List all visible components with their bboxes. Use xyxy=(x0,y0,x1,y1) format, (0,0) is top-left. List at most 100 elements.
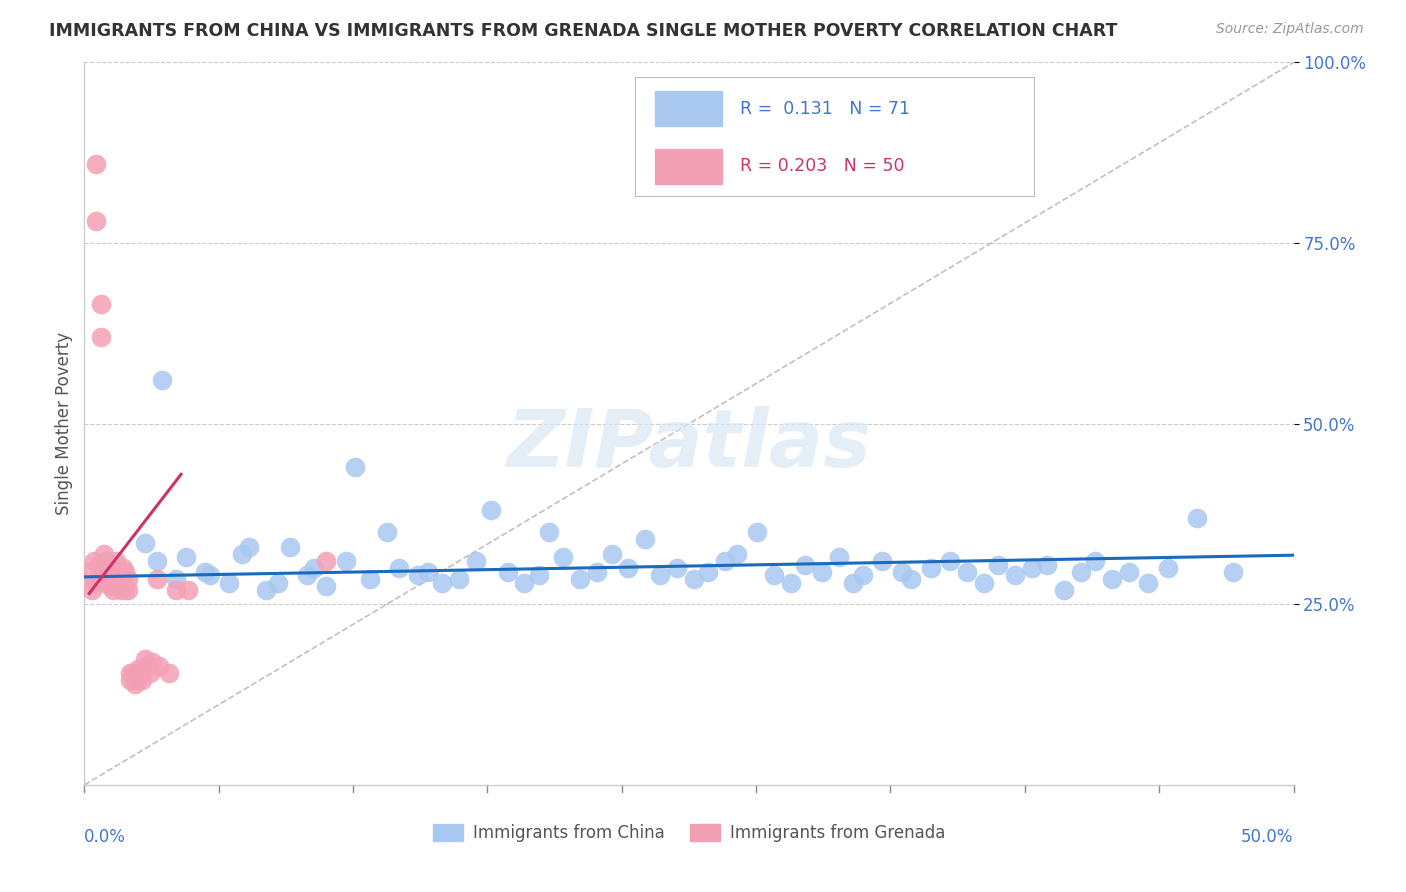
Point xyxy=(117,582,139,597)
Legend: Immigrants from China, Immigrants from Grenada: Immigrants from China, Immigrants from G… xyxy=(426,817,952,849)
Point xyxy=(87,558,110,572)
Point xyxy=(103,582,125,597)
Point xyxy=(432,575,454,590)
Bar xyxy=(655,149,721,184)
Point xyxy=(1185,510,1208,524)
Point xyxy=(103,572,125,586)
Point xyxy=(406,568,429,582)
Point xyxy=(714,554,737,568)
Point xyxy=(120,673,142,688)
Point xyxy=(83,575,105,590)
Point xyxy=(939,554,962,568)
Point xyxy=(745,524,768,539)
Point xyxy=(157,665,180,680)
Point xyxy=(194,565,217,579)
Point xyxy=(94,565,117,579)
Point xyxy=(779,575,801,590)
Point xyxy=(315,554,337,568)
Y-axis label: Single Mother Poverty: Single Mother Poverty xyxy=(55,332,73,516)
Point xyxy=(93,575,115,590)
Point xyxy=(165,572,187,586)
Point xyxy=(600,547,623,561)
Point xyxy=(344,460,367,475)
Point xyxy=(725,547,748,561)
Point xyxy=(872,554,894,568)
Point xyxy=(104,575,127,590)
Point xyxy=(127,673,149,688)
Point xyxy=(852,568,875,582)
Point xyxy=(87,568,110,582)
Point xyxy=(1101,572,1123,586)
Point xyxy=(665,561,688,575)
Point xyxy=(956,565,979,579)
Point xyxy=(120,665,142,680)
Point xyxy=(513,575,536,590)
Text: 50.0%: 50.0% xyxy=(1241,829,1294,847)
Point xyxy=(94,554,117,568)
Point xyxy=(987,558,1010,572)
Point xyxy=(682,572,704,586)
Point xyxy=(537,524,560,539)
Point xyxy=(104,554,127,568)
Point xyxy=(100,568,122,582)
Point xyxy=(86,214,108,228)
Point xyxy=(634,533,657,547)
Point xyxy=(117,572,139,586)
Point xyxy=(112,575,135,590)
Point xyxy=(890,565,912,579)
Point xyxy=(100,579,122,593)
Point xyxy=(90,330,112,344)
Point xyxy=(114,582,136,597)
Text: R =  0.131   N = 71: R = 0.131 N = 71 xyxy=(740,100,910,118)
Point xyxy=(267,575,290,590)
Point xyxy=(1137,575,1160,590)
Point xyxy=(1222,565,1244,579)
Point xyxy=(648,568,671,582)
Point xyxy=(1070,565,1092,579)
Text: Source: ZipAtlas.com: Source: ZipAtlas.com xyxy=(1216,22,1364,37)
Point xyxy=(138,665,160,680)
Point xyxy=(80,582,103,597)
Point xyxy=(762,568,785,582)
Point xyxy=(553,550,575,565)
Point xyxy=(110,582,132,597)
Point xyxy=(146,554,169,568)
Text: R = 0.203   N = 50: R = 0.203 N = 50 xyxy=(740,158,904,176)
Point xyxy=(198,568,221,582)
Point xyxy=(479,503,502,517)
FancyBboxPatch shape xyxy=(634,77,1033,196)
Text: IMMIGRANTS FROM CHINA VS IMMIGRANTS FROM GRENADA SINGLE MOTHER POVERTY CORRELATI: IMMIGRANTS FROM CHINA VS IMMIGRANTS FROM… xyxy=(49,22,1118,40)
Point xyxy=(920,561,942,575)
Point xyxy=(1157,561,1180,575)
Point xyxy=(375,524,398,539)
Point xyxy=(107,565,129,579)
Point xyxy=(335,554,357,568)
Point xyxy=(1053,582,1076,597)
Point xyxy=(107,579,129,593)
Point xyxy=(124,677,146,691)
Point xyxy=(86,156,108,170)
Point xyxy=(1036,558,1059,572)
Point xyxy=(231,547,253,561)
Point xyxy=(218,575,240,590)
Point xyxy=(148,658,170,673)
Point xyxy=(146,572,169,586)
Text: ZIPatlas: ZIPatlas xyxy=(506,407,872,484)
Point xyxy=(177,582,200,597)
Point xyxy=(238,540,260,554)
Point xyxy=(112,561,135,575)
Point xyxy=(295,568,318,582)
Point xyxy=(586,565,609,579)
Point xyxy=(527,568,550,582)
Point xyxy=(129,665,152,680)
Point xyxy=(127,662,149,676)
Point xyxy=(110,572,132,586)
Point xyxy=(697,565,720,579)
Point xyxy=(131,673,153,688)
Point xyxy=(93,547,115,561)
Point xyxy=(254,582,277,597)
Point xyxy=(315,579,337,593)
Point xyxy=(141,655,163,669)
Point xyxy=(416,565,439,579)
Point xyxy=(97,572,120,586)
